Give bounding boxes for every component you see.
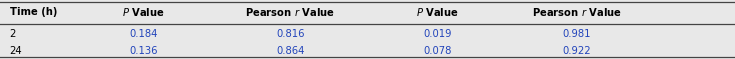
- Text: Time (h): Time (h): [10, 7, 57, 17]
- Text: 0.816: 0.816: [276, 29, 304, 39]
- Text: 0.184: 0.184: [129, 29, 157, 39]
- Text: 0.136: 0.136: [129, 46, 157, 56]
- Text: 0.864: 0.864: [276, 46, 304, 56]
- Text: 0.922: 0.922: [563, 46, 591, 56]
- Text: 2: 2: [10, 29, 16, 39]
- Text: Pearson $\mathbf{\mathit{r}}$ Value: Pearson $\mathbf{\mathit{r}}$ Value: [245, 6, 335, 18]
- Text: $\mathbf{\mathit{P}}$ Value: $\mathbf{\mathit{P}}$ Value: [416, 6, 459, 18]
- Text: $\mathbf{\mathit{P}}$ Value: $\mathbf{\mathit{P}}$ Value: [122, 6, 165, 18]
- Text: Pearson $\mathbf{\mathit{r}}$ Value: Pearson $\mathbf{\mathit{r}}$ Value: [532, 6, 622, 18]
- Text: 0.981: 0.981: [563, 29, 591, 39]
- Text: 0.078: 0.078: [423, 46, 451, 56]
- Text: 24: 24: [10, 46, 22, 56]
- Text: 0.019: 0.019: [423, 29, 451, 39]
